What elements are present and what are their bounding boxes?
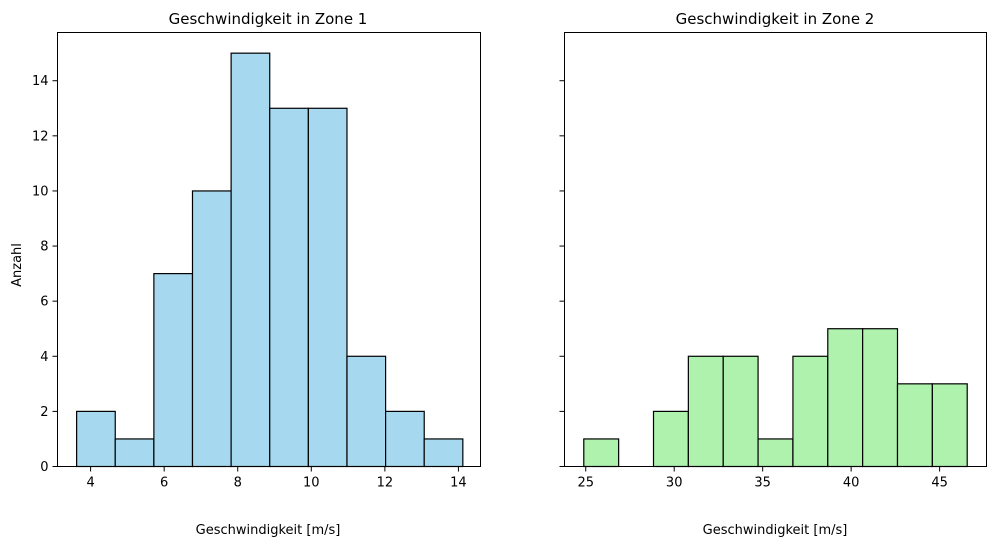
x-ticks-zone-2: 25 30 35 40 45 [577, 466, 948, 491]
bars-zone-2 [583, 328, 968, 468]
histogram-zone-2: Geschwindigkeit in Zone 2 25 30 35 40 45 Ges… [559, 10, 987, 538]
x-tick-label: 4 [86, 476, 94, 491]
histogram-bar [931, 383, 968, 468]
x-tick-label: 25 [577, 476, 594, 491]
chart-title-zone-2: Geschwindigkeit in Zone 2 [676, 10, 875, 28]
histogram-bar [191, 190, 232, 468]
y-tick-label: 10 [32, 184, 49, 199]
x-tick-label: 12 [377, 476, 394, 491]
x-tick-label: 10 [303, 476, 320, 491]
histogram-bar [583, 438, 620, 468]
y-ticks-zone-2 [559, 80, 565, 467]
x-tick-label: 45 [931, 476, 948, 491]
y-tick-label: 6 [40, 295, 48, 310]
x-tick-label: 8 [234, 476, 242, 491]
bars-zone-1 [76, 52, 464, 468]
histogram-bar [792, 355, 829, 468]
histogram-bar [722, 355, 759, 468]
chart-title-zone-1: Geschwindigkeit in Zone 1 [169, 10, 368, 28]
histogram-bar [76, 410, 116, 468]
y-tick-label: 14 [32, 74, 49, 89]
x-tick-label: 14 [450, 476, 467, 491]
plot-frame-zone-2 [564, 32, 987, 467]
x-tick-label: 40 [843, 476, 860, 491]
x-tick-label: 30 [666, 476, 683, 491]
histogram-bar [757, 438, 794, 468]
histogram-bar [862, 328, 899, 468]
x-axis-label-zone-1: Geschwindigkeit [m/s] [196, 523, 341, 538]
histogram-bar [346, 355, 387, 468]
histogram-zone-1: Geschwindigkeit in Zone 1 4 6 8 10 12 14 0 2 4 6… [32, 10, 481, 538]
histogram-bar [385, 410, 425, 468]
x-tick-label: 6 [160, 476, 168, 491]
x-axis-label-zone-2: Geschwindigkeit [m/s] [703, 523, 848, 538]
y-tick-label: 8 [40, 240, 48, 255]
histogram-bar [896, 383, 933, 468]
histogram-bar [114, 438, 155, 468]
plot-frame-zone-1 [57, 32, 481, 467]
histogram-bar [652, 410, 689, 468]
y-tick-label: 0 [40, 460, 48, 475]
y-tick-label: 4 [40, 350, 48, 365]
y-tick-label: 12 [32, 129, 49, 144]
x-tick-label: 35 [754, 476, 771, 491]
y-axis-label: Anzahl [10, 243, 25, 287]
histogram-bar [827, 328, 864, 468]
y-ticks-zone-1: 0 2 4 6 8 10 12 14 [32, 74, 58, 475]
histogram-bar [269, 107, 309, 468]
histogram-bar [423, 438, 464, 468]
histogram-bar [230, 52, 271, 468]
x-ticks-zone-1: 4 6 8 10 12 14 [86, 466, 467, 491]
histogram-bar [307, 107, 348, 468]
histogram-bar [153, 273, 194, 468]
histogram-bar [687, 355, 724, 468]
y-tick-label: 2 [40, 405, 48, 420]
